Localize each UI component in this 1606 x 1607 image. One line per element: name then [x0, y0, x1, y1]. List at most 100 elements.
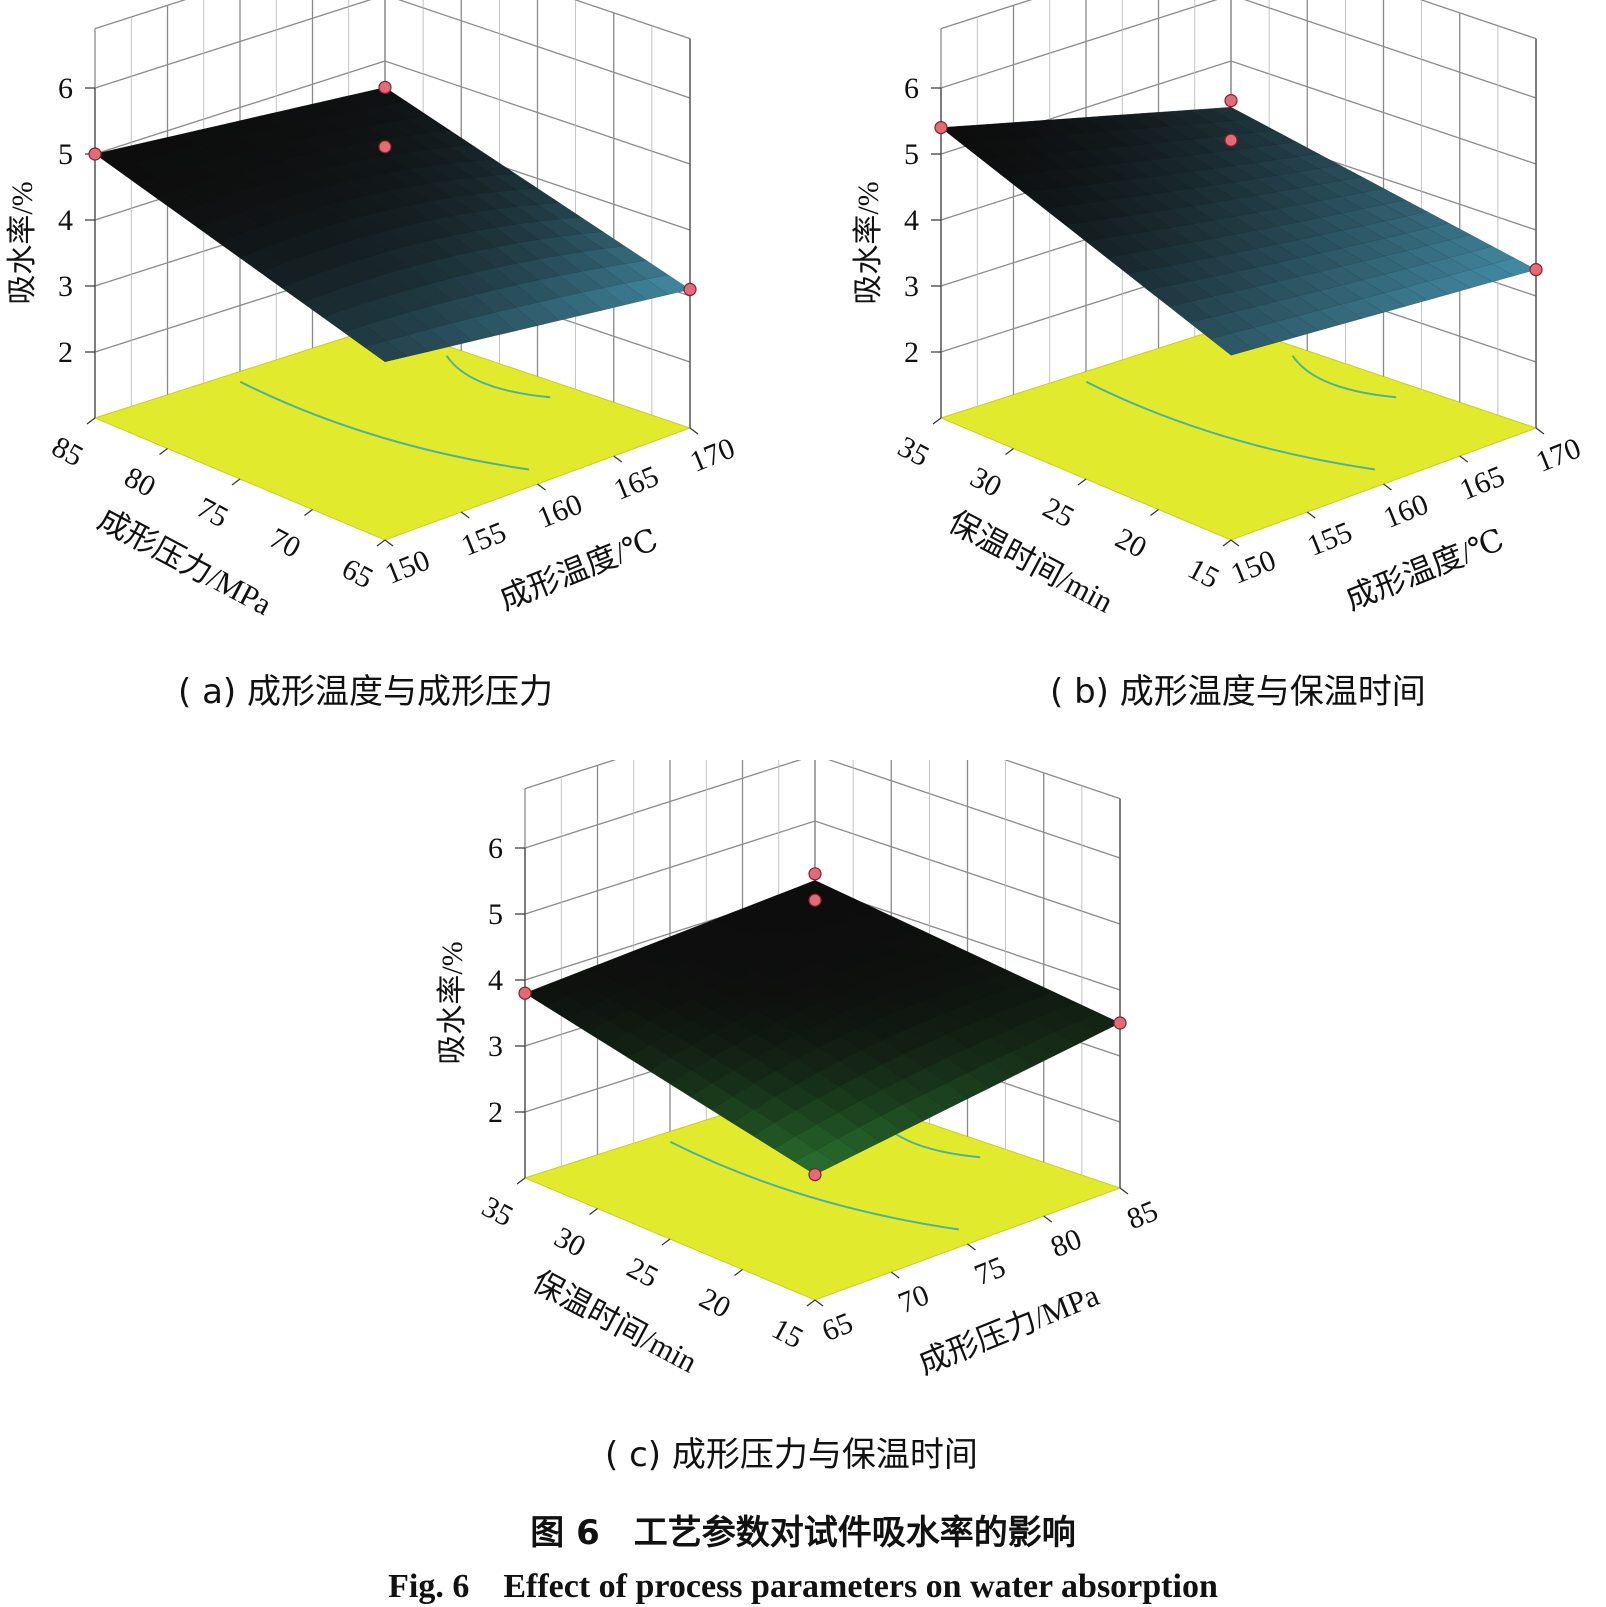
wall-gridline	[524, 760, 1121, 800]
z-tick-label: 5	[488, 898, 503, 931]
left-axis-tick	[159, 448, 168, 455]
left-axis-tick	[589, 1208, 598, 1215]
z-tick-label: 4	[904, 204, 919, 237]
left-axis-tick-label: 80	[119, 461, 161, 504]
wall-gridline	[94, 0, 691, 99]
surface-patch	[1209, 333, 1254, 356]
z-tick-label: 4	[488, 964, 503, 997]
left-axis-tick-label: 15	[766, 1312, 808, 1355]
z-tick-label: 3	[904, 270, 919, 303]
design-point	[1224, 93, 1238, 108]
right-axis-tick-label: 170	[685, 431, 739, 478]
right-axis-title: 成形压力/MPa	[913, 1277, 1104, 1381]
z-tick-label: 2	[58, 336, 73, 369]
right-axis-tick-label: 170	[1531, 431, 1585, 478]
response-surface	[524, 880, 1121, 1175]
floor-plane	[939, 324, 1538, 541]
right-axis-tick-label: 155	[1303, 515, 1357, 562]
wall-gridline	[940, 0, 1537, 99]
floor-contour	[239, 380, 530, 471]
left-axis-title: 保温时间/min	[943, 504, 1120, 620]
z-tick-label: 3	[58, 270, 73, 303]
z-axis-label: 吸水率/%	[436, 941, 469, 1064]
figure-caption-chinese: 图 6 工艺参数对试件吸水率的影响	[530, 1513, 1076, 1553]
z-tick-label: 3	[488, 1030, 503, 1063]
right-axis-tick	[537, 483, 546, 491]
chart-panel-c: 2 3 4 5 6 吸水率/% 35 30 25 20 15 65 70 75 80 85 保温时间/min 成形…	[430, 760, 1190, 1400]
left-axis-tick	[734, 1269, 743, 1276]
z-tick-label: 5	[58, 138, 73, 171]
right-axis-tick	[1230, 539, 1240, 547]
left-axis-tick-label: 15	[1182, 552, 1224, 595]
left-axis-tick-label: 70	[264, 522, 306, 565]
subcaption-c: ( c) 成形压力与保温时间	[605, 1435, 978, 1475]
left-axis-tick-label: 35	[476, 1190, 518, 1233]
chart-panel-b: 2 3 4 5 6 吸水率/% 35 30 25 20 15 150 155 160 165 170 保温时间/…	[846, 0, 1606, 640]
floor-contour	[1085, 380, 1376, 471]
design-point	[518, 986, 532, 1000]
chart-a-root: 2 3 4 5 6 吸水率/% 85 80 75 70 65 150 155 160 165 170 成形压力/…	[6, 0, 739, 622]
z-tick-label: 2	[904, 336, 919, 369]
right-axis-tick-label: 160	[1379, 487, 1433, 534]
chart-c-root: 2 3 4 5 6 吸水率/% 35 30 25 20 15 65 70 75 80 85 保温时间/min 成形…	[436, 760, 1163, 1381]
design-point	[808, 867, 822, 881]
subcaption-b: ( b) 成形温度与保温时间	[1050, 672, 1426, 712]
right-axis-tick-label: 160	[533, 487, 587, 534]
design-points	[88, 80, 697, 296]
right-axis-tick	[613, 455, 623, 463]
right-axis-title: 成形温度/℃	[494, 522, 662, 617]
right-axis-title: 成形温度/℃	[1340, 522, 1508, 617]
z-axis-label: 吸水率/%	[852, 181, 885, 304]
floor-contour	[1291, 355, 1397, 399]
surface-chart-c: 2 3 4 5 6 吸水率/% 35 30 25 20 15 65 70 75 80 85 保温时间/min 成形…	[436, 760, 1163, 1381]
right-axis-tick-label: 75	[970, 1250, 1010, 1292]
design-point	[378, 80, 392, 95]
figure-caption-english: Fig. 6 Effect of process parameters on w…	[388, 1568, 1218, 1605]
left-axis-tick-label: 85	[46, 430, 88, 473]
design-point	[378, 140, 392, 154]
right-axis-tick-label: 80	[1046, 1222, 1086, 1264]
surface-chart-b: 2 3 4 5 6 吸水率/% 35 30 25 20 15 150 155 160 165 170 保温时间/…	[852, 0, 1585, 620]
chart-panel-a: 2 3 4 5 6 吸水率/% 85 80 75 70 65 150 155 160 165 170 成形压力/…	[0, 0, 760, 640]
right-axis-tick-label: 150	[1226, 543, 1280, 590]
left-axis-tick-label: 25	[1037, 491, 1079, 534]
left-axis-title: 成形压力/MPa	[92, 501, 277, 622]
wall-gridline	[524, 760, 1121, 859]
floor-contour	[445, 355, 551, 399]
left-axis-tick	[661, 1238, 671, 1246]
design-point	[88, 147, 102, 161]
design-point	[1529, 263, 1543, 277]
right-axis-tick-label: 70	[894, 1278, 934, 1320]
right-axis-tick-label: 155	[457, 515, 511, 562]
design-point	[683, 282, 697, 296]
z-tick-label: 2	[488, 1096, 503, 1129]
left-axis-tick	[516, 1177, 526, 1185]
z-tick-label: 5	[904, 138, 919, 171]
left-axis-tick	[1222, 539, 1232, 547]
design-points	[934, 93, 1543, 277]
left-axis-tick-label: 30	[965, 461, 1007, 504]
right-axis-tick	[1383, 483, 1392, 491]
wall-gridline	[94, 0, 691, 40]
design-point	[1224, 133, 1238, 147]
design-point	[1113, 1016, 1127, 1030]
right-axis-tick	[1043, 1215, 1053, 1223]
left-axis-tick-label: 75	[191, 491, 233, 534]
right-axis-tick	[890, 1271, 900, 1279]
left-axis-tick-label: 35	[892, 430, 934, 473]
surface-patch	[363, 340, 408, 363]
design-point	[934, 120, 948, 135]
right-axis-tick-label: 165	[1455, 459, 1509, 506]
right-axis-tick-label: 65	[817, 1306, 857, 1348]
right-axis-tick-label: 165	[609, 459, 663, 506]
right-axis-tick-label: 150	[380, 543, 434, 590]
right-axis-tick	[1535, 427, 1545, 435]
surface-chart-a: 2 3 4 5 6 吸水率/% 85 80 75 70 65 150 155 160 165 170 成形压力/…	[6, 0, 739, 622]
wall-gridline	[940, 0, 1537, 40]
design-point	[808, 1168, 822, 1182]
subcaption-a: ( a) 成形温度与成形压力	[178, 672, 553, 712]
left-axis-tick	[806, 1299, 816, 1307]
response-surface	[940, 106, 1537, 356]
design-points	[518, 867, 1127, 1182]
z-tick-label: 6	[488, 832, 503, 865]
